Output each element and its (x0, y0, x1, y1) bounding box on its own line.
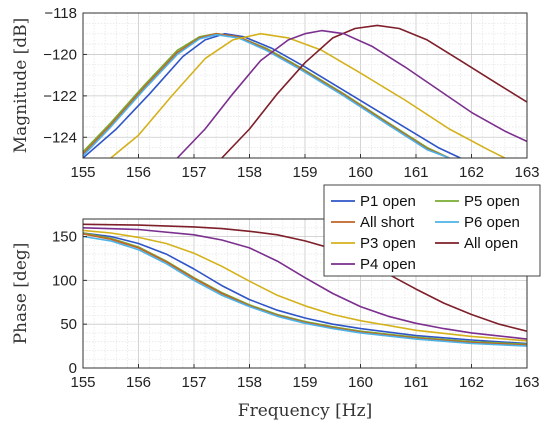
legend-label: All open (464, 235, 518, 252)
series-line-all-short (83, 233, 527, 346)
x-tick-label: 162 (459, 164, 484, 181)
legend-label: P4 open (360, 256, 416, 273)
x-tick-label: 156 (126, 164, 151, 181)
x-tick-label: 157 (181, 374, 206, 391)
series-line-p1-open (83, 232, 527, 345)
series-line-p6-open (83, 235, 527, 347)
x-tick-label: 155 (70, 164, 95, 181)
x-tick-label: 159 (292, 374, 317, 391)
x-tick-label: 161 (403, 164, 428, 181)
legend-box (323, 184, 541, 277)
x-tick-label: 160 (348, 164, 373, 181)
x-tick-label: 160 (348, 374, 373, 391)
y-tick-label: 0 (69, 360, 77, 377)
series-line-p3-open (110, 32, 506, 158)
series-line-p4-open (176, 29, 527, 158)
y-tick-label: 50 (60, 316, 77, 333)
x-tick-label: 158 (237, 164, 262, 181)
legend: P1 open P5 open All short P6 open P3 open All… (323, 184, 541, 277)
y-tick-label: −118 (44, 5, 77, 22)
y-tick-label: −124 (43, 129, 77, 146)
x-axis-label: Frequency [Hz] (238, 401, 372, 421)
y-axis-label: Phase [deg] (11, 243, 31, 345)
phase-plot: 155 156 157 158 159 160 161 162 163 0 50 100 150 Phas… (11, 218, 540, 421)
series-line-all-open (221, 24, 527, 158)
x-tick-label: 159 (292, 164, 317, 181)
x-tick-label: 161 (403, 374, 428, 391)
x-tick-label: 163 (514, 164, 539, 181)
magnitude-plot: 155 156 157 158 159 160 161 162 163 −124 −122 −120 −… (11, 5, 540, 181)
x-tick-label: 156 (126, 374, 151, 391)
y-tick-label: −122 (43, 88, 77, 105)
y-tick-label: 100 (52, 272, 77, 289)
legend-label: P3 open (360, 235, 416, 252)
x-tick-label: 162 (459, 374, 484, 391)
y-axis-label: Magnitude [dB] (11, 18, 31, 154)
x-tick-label: 158 (237, 374, 262, 391)
y-tick-label: −120 (43, 46, 77, 63)
x-tick-label: 157 (181, 164, 206, 181)
x-tick-label: 155 (70, 374, 95, 391)
y-tick-label: 150 (52, 229, 77, 246)
legend-label: All short (360, 214, 415, 231)
series-line-all-short (83, 32, 450, 158)
legend-label: P1 open (360, 193, 416, 210)
series-line-p3-open (83, 229, 527, 342)
x-tick-label: 163 (514, 374, 539, 391)
legend-label: P6 open (464, 214, 520, 231)
series-line-p6-open (83, 33, 450, 158)
series-line-p4-open (83, 227, 527, 340)
legend-label: P5 open (464, 193, 520, 210)
